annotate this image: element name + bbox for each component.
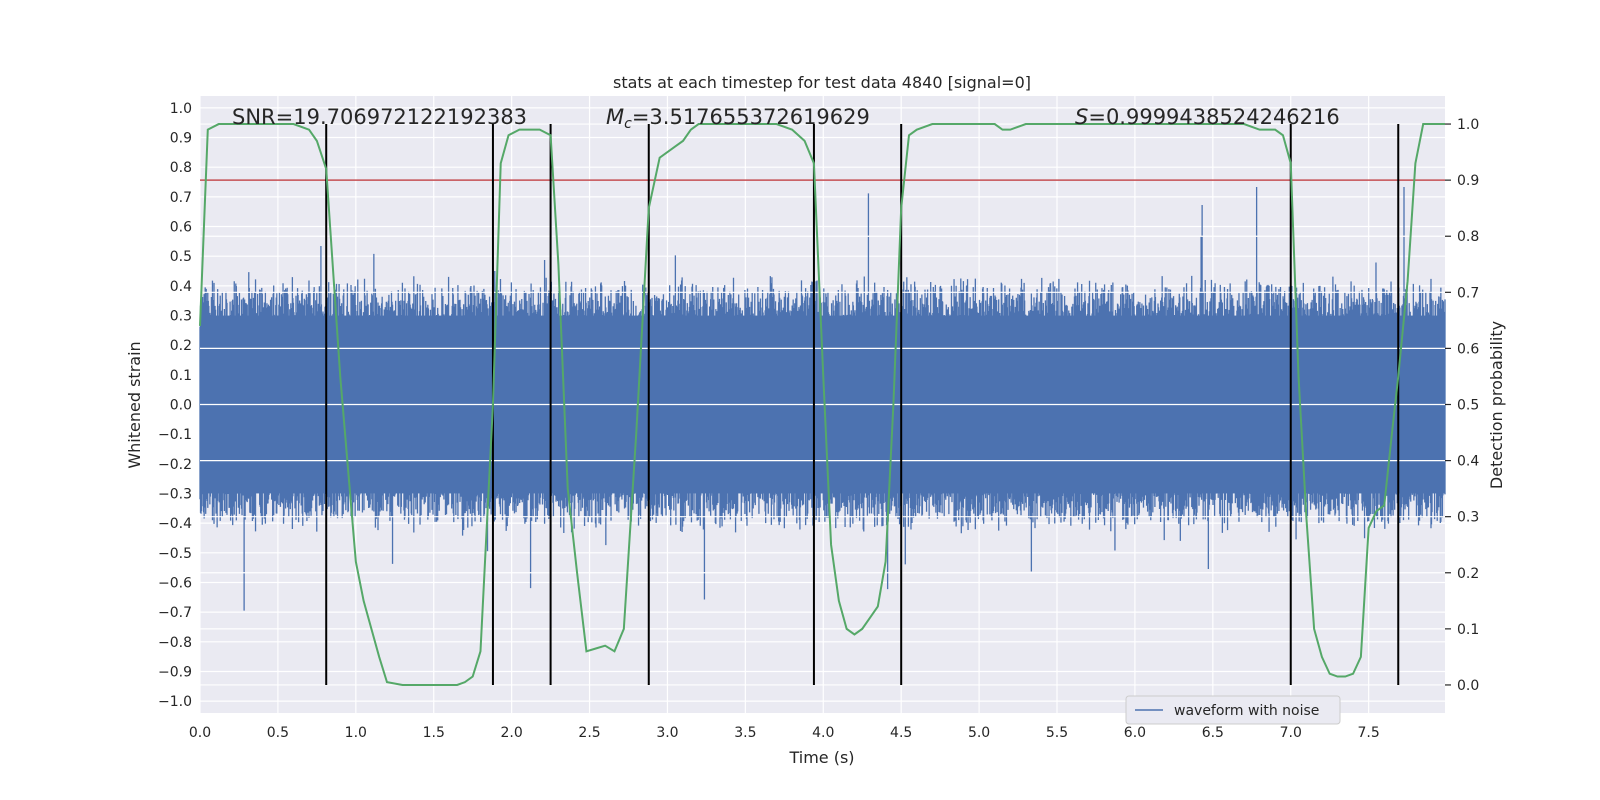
legend-box (1125, 695, 1341, 725)
left-tick-label: −0.4 (158, 516, 192, 532)
x-tick-label: 5.5 (1046, 725, 1068, 741)
right-tick-label: 0.1 (1457, 622, 1479, 638)
left-tick-label: −0.2 (158, 457, 192, 473)
right-tick-label: 0.4 (1457, 454, 1479, 470)
right-tick-label: 1.0 (1457, 117, 1479, 133)
chirp-mass-symbol: M (606, 105, 624, 129)
right-tick-label: 0.5 (1457, 398, 1479, 414)
left-tick-label: 0.9 (170, 131, 192, 147)
x-tick-label: 2.0 (501, 725, 523, 741)
legend: waveform with noise (1125, 695, 1341, 725)
chirp-mass-annotation: Mc=3.517655372619629 (606, 105, 870, 132)
left-tick-label: −0.8 (158, 635, 192, 651)
score-annotation: S=0.9999438524246216 (1075, 105, 1340, 129)
x-tick-label: 1.0 (345, 725, 367, 741)
chirp-mass-value: =3.517655372619629 (632, 105, 870, 129)
x-tick-label: 7.5 (1358, 725, 1380, 741)
x-tick-label: 5.0 (968, 725, 990, 741)
x-tick-label: 1.5 (423, 725, 445, 741)
x-tick-label: 4.0 (812, 725, 834, 741)
chirp-mass-subscript: c (624, 116, 632, 132)
detection-probability-line (199, 123, 1445, 686)
left-axis-label: Whitened strain (125, 341, 144, 468)
right-tick-label: 0.8 (1457, 229, 1479, 245)
left-tick-label: −0.5 (158, 546, 192, 562)
left-tick-label: 0.6 (170, 220, 192, 236)
x-tick-label: 4.5 (890, 725, 912, 741)
right-tick-label: 0.6 (1457, 341, 1479, 357)
left-axis-ticks: 1.0 0.9 0.8 0.7 0.6 0.5 0.4 0.3 0.2 0.1 0.0 −0.1 −0.… (158, 101, 192, 710)
left-tick-label: 0.2 (170, 338, 192, 354)
x-tick-label: 6.0 (1124, 725, 1146, 741)
x-tick-label: 3.5 (734, 725, 756, 741)
x-tick-label: 6.5 (1202, 725, 1224, 741)
x-tick-label: 2.5 (578, 725, 600, 741)
right-tick-label: 0.2 (1457, 566, 1479, 582)
left-tick-label: −0.7 (158, 605, 192, 621)
x-tick-label: 0.0 (189, 725, 211, 741)
score-value: =0.9999438524246216 (1088, 105, 1339, 129)
right-tick-label: 0.9 (1457, 173, 1479, 189)
left-tick-label: −0.3 (158, 486, 192, 502)
right-axis-ticks: 1.0 0.9 0.8 0.7 0.6 0.5 0.4 0.3 0.2 0.1 0.0 (1445, 117, 1479, 694)
left-tick-label: −1.0 (158, 694, 192, 710)
left-tick-label: 1.0 (170, 101, 192, 117)
right-tick-label: 0.7 (1457, 285, 1479, 301)
x-axis-label: Time (s) (788, 748, 854, 767)
left-tick-label: −0.1 (158, 427, 192, 443)
left-tick-label: 0.5 (170, 249, 192, 265)
right-axis-label: Detection probability (1487, 321, 1506, 489)
score-symbol: S (1075, 105, 1088, 129)
x-tick-label: 3.0 (656, 725, 678, 741)
left-tick-label: 0.1 (170, 368, 192, 384)
right-tick-label: 0.3 (1457, 510, 1479, 526)
x-tick-label: 0.5 (267, 725, 289, 741)
x-axis-ticks: 0.0 0.5 1.0 1.5 2.0 2.5 3.0 3.5 4.0 4.5 5.0 5.5 6.0 6… (189, 725, 1380, 741)
right-tick-label: 0.0 (1457, 678, 1479, 694)
left-tick-label: 0.0 (170, 398, 192, 414)
left-tick-label: −0.6 (158, 575, 192, 591)
chart-title: stats at each timestep for test data 484… (613, 73, 1031, 92)
left-tick-label: −0.9 (158, 664, 192, 680)
left-tick-label: 0.3 (170, 309, 192, 325)
legend-label-waveform: waveform with noise (1174, 703, 1319, 719)
left-tick-label: 0.4 (170, 279, 192, 295)
left-tick-label: 0.8 (170, 160, 192, 176)
x-tick-label: 7.0 (1280, 725, 1302, 741)
snr-annotation: SNR=19.706972122192383 (232, 105, 527, 129)
left-tick-label: 0.7 (170, 190, 192, 206)
